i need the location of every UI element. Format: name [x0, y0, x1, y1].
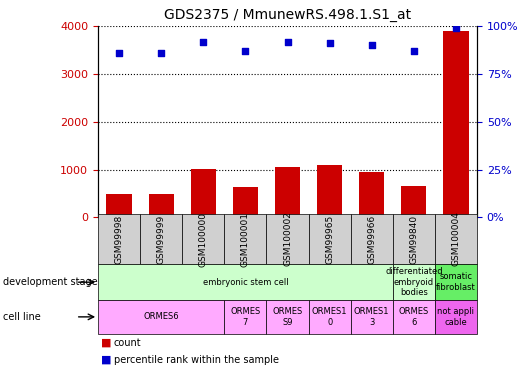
- Bar: [275, 167, 300, 217]
- Text: ORMES1
3: ORMES1 3: [354, 307, 390, 327]
- Text: development stage: development stage: [3, 277, 98, 287]
- Text: differentiated
embryoid
bodies: differentiated embryoid bodies: [385, 267, 443, 297]
- Text: not appli
cable: not appli cable: [437, 307, 474, 327]
- Bar: [401, 186, 427, 218]
- Bar: [359, 172, 384, 217]
- Text: embryonic stem cell: embryonic stem cell: [202, 278, 288, 286]
- Bar: [233, 188, 258, 218]
- Text: GSM99840: GSM99840: [409, 214, 418, 264]
- Bar: [443, 31, 469, 217]
- Text: ■: ■: [101, 338, 111, 348]
- Bar: [317, 165, 342, 218]
- Bar: [191, 169, 216, 217]
- Text: ORMES
6: ORMES 6: [399, 307, 429, 327]
- Text: GSM100002: GSM100002: [283, 211, 292, 267]
- Bar: [107, 194, 132, 217]
- Point: [157, 50, 165, 56]
- Point: [410, 48, 418, 54]
- Point: [283, 39, 292, 45]
- Text: GSM99999: GSM99999: [157, 214, 166, 264]
- Title: GDS2375 / MmunewRS.498.1.S1_at: GDS2375 / MmunewRS.498.1.S1_at: [164, 9, 411, 22]
- Point: [452, 25, 460, 31]
- Text: ■: ■: [101, 355, 111, 365]
- Text: GSM100001: GSM100001: [241, 211, 250, 267]
- Text: GSM100000: GSM100000: [199, 211, 208, 267]
- Text: cell line: cell line: [3, 312, 40, 322]
- Text: GSM99966: GSM99966: [367, 214, 376, 264]
- Text: ORMES
7: ORMES 7: [231, 307, 261, 327]
- Text: ORMES1
0: ORMES1 0: [312, 307, 347, 327]
- Text: percentile rank within the sample: percentile rank within the sample: [114, 355, 279, 365]
- Point: [115, 50, 123, 56]
- Point: [367, 42, 376, 48]
- Bar: [148, 194, 174, 217]
- Point: [325, 40, 334, 46]
- Text: ORMES6: ORMES6: [144, 312, 179, 321]
- Text: somatic
fibroblast: somatic fibroblast: [436, 273, 476, 292]
- Point: [241, 48, 250, 54]
- Text: GSM100004: GSM100004: [452, 211, 461, 267]
- Point: [199, 39, 208, 45]
- Text: count: count: [114, 338, 142, 348]
- Text: GSM99965: GSM99965: [325, 214, 334, 264]
- Text: GSM99998: GSM99998: [114, 214, 123, 264]
- Text: ORMES
S9: ORMES S9: [272, 307, 303, 327]
